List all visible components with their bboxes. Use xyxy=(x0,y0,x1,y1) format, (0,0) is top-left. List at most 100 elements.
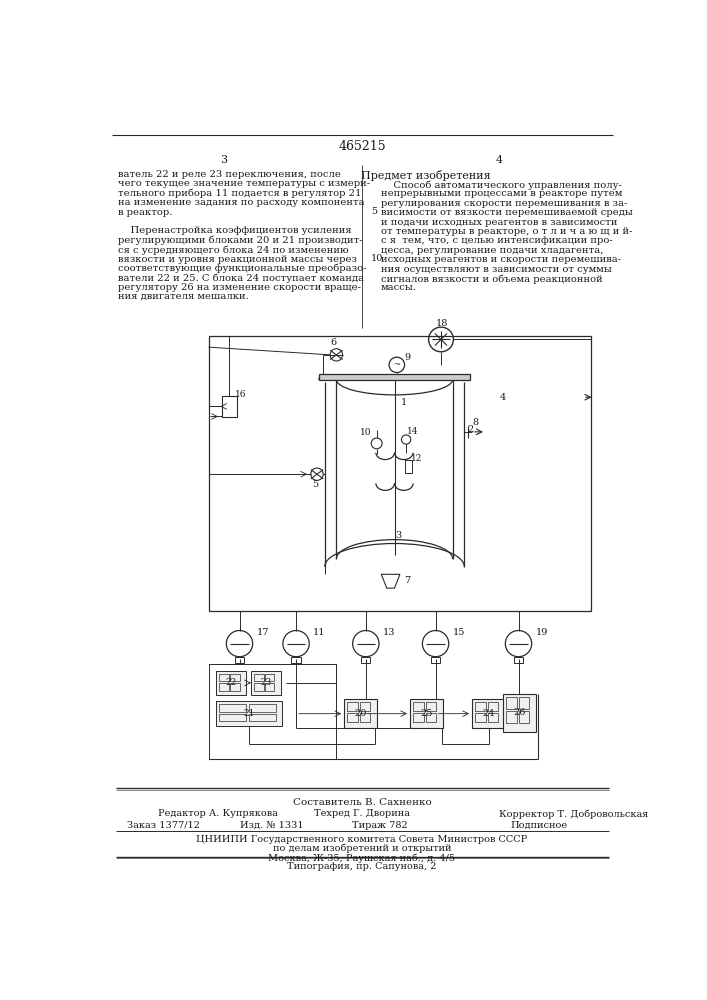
Bar xyxy=(503,694,535,732)
Text: Корректор Т. Добровольская: Корректор Т. Добровольская xyxy=(499,809,648,819)
Bar xyxy=(255,674,264,681)
Text: Составитель В. Сахненко: Составитель В. Сахненко xyxy=(293,798,431,807)
Text: 6: 6 xyxy=(330,338,337,347)
Bar xyxy=(265,683,274,691)
Bar xyxy=(431,657,440,663)
Bar xyxy=(514,657,523,663)
Text: цесса, регулирование подачи хладагента,: цесса, регулирование подачи хладагента, xyxy=(380,246,603,255)
Text: от температуры в реакторе, о т л и ч а ю щ и й-: от температуры в реакторе, о т л и ч а ю… xyxy=(380,227,632,236)
Text: 24: 24 xyxy=(482,709,494,718)
Bar xyxy=(475,713,486,722)
Text: 21: 21 xyxy=(243,709,255,718)
Text: чего текущее значение температуры с измери-: чего текущее значение температуры с изме… xyxy=(118,179,370,188)
Bar xyxy=(413,702,424,711)
Bar xyxy=(413,713,424,722)
Bar xyxy=(219,704,247,712)
Text: 2: 2 xyxy=(467,425,474,434)
Bar xyxy=(410,699,443,728)
Bar xyxy=(216,701,282,726)
Bar xyxy=(404,460,412,473)
Text: по делам изобретений и открытий: по делам изобретений и открытий xyxy=(273,844,451,853)
Text: Типография, пр. Сапунова, 2: Типография, пр. Сапунова, 2 xyxy=(287,862,437,871)
Bar xyxy=(488,713,498,722)
Text: 4: 4 xyxy=(500,393,506,402)
Text: 5: 5 xyxy=(312,480,319,489)
Text: соответствующие функциональные преобразо-: соответствующие функциональные преобразо… xyxy=(118,264,366,273)
Bar xyxy=(230,683,240,691)
Text: 5: 5 xyxy=(371,207,378,216)
Text: 15: 15 xyxy=(452,628,465,637)
Text: 465215: 465215 xyxy=(338,140,386,153)
Text: ватели 22 и 25. С блока 24 поступает команда: ватели 22 и 25. С блока 24 поступает ком… xyxy=(118,273,364,283)
Text: 13: 13 xyxy=(383,628,395,637)
Text: 10: 10 xyxy=(360,428,372,437)
Text: ния осуществляют в зависимости от суммы: ния осуществляют в зависимости от суммы xyxy=(380,265,612,274)
Text: 8: 8 xyxy=(473,418,479,427)
Bar xyxy=(344,699,377,728)
Text: непрерывными процессами в реакторе путем: непрерывными процессами в реакторе путем xyxy=(380,189,622,198)
Bar xyxy=(506,711,517,723)
Text: исходных реагентов и скорости перемешива-: исходных реагентов и скорости перемешива… xyxy=(380,255,621,264)
Text: 25: 25 xyxy=(420,709,433,718)
Text: 3: 3 xyxy=(221,155,228,165)
Text: с я  тем, что, с целью интенсификации про-: с я тем, что, с целью интенсификации про… xyxy=(380,236,612,245)
Bar xyxy=(518,697,530,709)
Text: тельного прибора 11 подается в регулятор 21: тельного прибора 11 подается в регулятор… xyxy=(118,189,361,198)
Text: 20: 20 xyxy=(354,709,367,718)
Bar xyxy=(235,657,244,663)
Bar xyxy=(219,683,228,691)
Text: 9: 9 xyxy=(404,353,411,362)
Text: 26: 26 xyxy=(513,708,525,717)
Bar xyxy=(249,704,276,712)
Text: Перенастройка коэффициентов усиления: Перенастройка коэффициентов усиления xyxy=(118,226,351,235)
Bar xyxy=(230,674,240,681)
Text: в реактор.: в реактор. xyxy=(118,208,173,217)
Bar xyxy=(222,396,237,417)
Bar xyxy=(426,702,436,711)
Text: регулирующими блоками 20 и 21 производит-: регулирующими блоками 20 и 21 производит… xyxy=(118,236,363,245)
Bar xyxy=(426,713,436,722)
Text: 23: 23 xyxy=(260,678,271,687)
Text: ся с усредняющего блока 24 по изменению: ся с усредняющего блока 24 по изменению xyxy=(118,245,349,255)
Text: массы.: массы. xyxy=(380,283,416,292)
Text: Подписное: Подписное xyxy=(510,821,568,830)
Text: 11: 11 xyxy=(313,628,326,637)
Bar xyxy=(219,674,228,681)
Text: Способ автоматического управления полу-: Способ автоматического управления полу- xyxy=(380,180,621,190)
Text: и подачи исходных реагентов в зависимости: и подачи исходных реагентов в зависимост… xyxy=(380,218,617,227)
Text: 3: 3 xyxy=(395,531,402,540)
Text: Тираж 782: Тираж 782 xyxy=(352,821,408,830)
Bar xyxy=(291,657,300,663)
Bar xyxy=(506,697,517,709)
Text: ния двигателя мешалки.: ния двигателя мешалки. xyxy=(118,292,249,301)
Bar xyxy=(472,699,505,728)
Bar xyxy=(251,671,281,695)
Text: Заказ 1377/12: Заказ 1377/12 xyxy=(127,821,200,830)
Bar xyxy=(209,664,337,759)
Bar xyxy=(488,702,498,711)
Bar xyxy=(360,713,370,722)
Bar xyxy=(475,702,486,711)
Bar xyxy=(219,714,247,721)
Text: 12: 12 xyxy=(411,454,422,463)
Text: 22: 22 xyxy=(226,678,237,687)
Text: Редактор А. Купрякова: Редактор А. Купрякова xyxy=(158,809,278,818)
Text: ватель 22 и реле 23 переключения, после: ватель 22 и реле 23 переключения, после xyxy=(118,170,341,179)
Bar xyxy=(255,683,264,691)
Text: регулятору 26 на изменение скорости враще-: регулятору 26 на изменение скорости вращ… xyxy=(118,283,361,292)
Text: 1: 1 xyxy=(401,398,407,407)
Text: 18: 18 xyxy=(436,319,448,328)
Bar xyxy=(319,374,470,380)
Text: 7: 7 xyxy=(404,576,411,585)
Text: 17: 17 xyxy=(257,628,269,637)
Bar xyxy=(249,714,276,721)
Bar xyxy=(265,674,274,681)
Text: Техред Г. Дворина: Техред Г. Дворина xyxy=(314,809,410,818)
Bar xyxy=(360,702,370,711)
Text: Москва, Ж-35, Раушская наб., д. 4/5: Москва, Ж-35, Раушская наб., д. 4/5 xyxy=(269,853,455,863)
Text: 16: 16 xyxy=(235,390,246,399)
Text: 19: 19 xyxy=(535,628,548,637)
Text: Предмет изобретения: Предмет изобретения xyxy=(361,170,491,181)
Text: вязкости и уровня реакционной массы через: вязкости и уровня реакционной массы чере… xyxy=(118,255,357,264)
Bar xyxy=(347,702,358,711)
